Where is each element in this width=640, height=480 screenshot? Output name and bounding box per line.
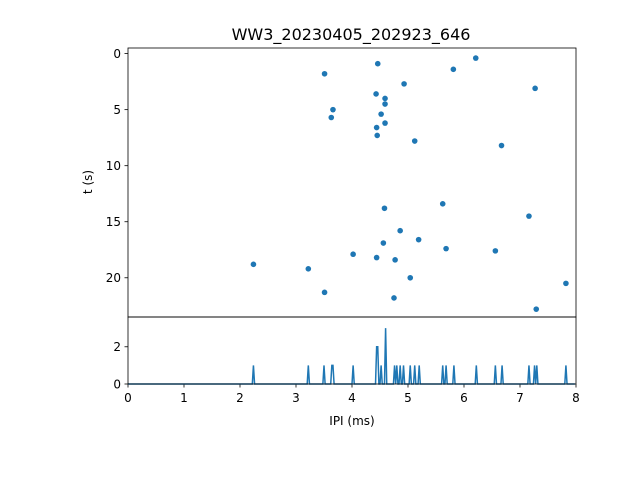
histogram-ticks: 0 1 2 3 4 5 6 7 8 0 2 xyxy=(113,340,579,405)
data-point xyxy=(382,95,388,102)
data-point xyxy=(378,111,384,117)
data-point xyxy=(391,295,397,301)
scatter-points xyxy=(250,55,569,312)
data-point xyxy=(498,142,505,149)
data-point xyxy=(305,266,312,272)
data-point xyxy=(392,257,398,263)
data-point xyxy=(382,101,388,107)
y-tick-label: 10 xyxy=(106,159,121,173)
data-point xyxy=(532,85,538,92)
x-tick-label: 7 xyxy=(516,391,524,405)
data-point xyxy=(381,205,388,212)
histogram-axes: 0 1 2 3 4 5 6 7 8 0 2 IPI (ms) xyxy=(113,316,580,428)
scatter-y-ticks: 0 5 10 15 20 xyxy=(106,47,128,285)
x-tick-label: 6 xyxy=(460,391,468,405)
x-tick-label: 0 xyxy=(124,391,132,405)
data-point xyxy=(401,81,407,87)
data-point xyxy=(380,240,387,246)
data-point xyxy=(321,70,328,77)
y-tick-label: 20 xyxy=(106,271,121,285)
data-point xyxy=(350,251,356,258)
data-point xyxy=(373,91,379,97)
data-point xyxy=(330,106,336,113)
data-point xyxy=(397,227,403,234)
chart-title: WW3_20230405_202923_646 xyxy=(232,25,471,45)
x-tick-label: 4 xyxy=(348,391,356,405)
x-tick-label: 2 xyxy=(236,391,244,405)
data-point xyxy=(373,124,380,131)
data-point xyxy=(407,274,414,281)
data-point xyxy=(321,289,328,296)
x-tick-label: 3 xyxy=(292,391,300,405)
data-point xyxy=(328,114,335,121)
data-point xyxy=(526,213,532,219)
data-point xyxy=(373,254,380,261)
data-point xyxy=(415,236,422,243)
x-tick-label: 5 xyxy=(404,391,412,405)
y-tick-label: 0 xyxy=(113,47,121,61)
y-tick-label: 15 xyxy=(106,215,121,229)
y-tick-label: 5 xyxy=(113,103,121,117)
x-axis-label: IPI (ms) xyxy=(329,414,374,428)
data-point xyxy=(563,280,569,287)
hist-y-tick-label: 0 xyxy=(113,377,121,391)
data-point xyxy=(492,248,499,254)
data-point xyxy=(472,55,479,61)
data-point xyxy=(374,60,381,67)
x-tick-label: 8 xyxy=(572,391,580,405)
data-point xyxy=(533,306,540,312)
data-point xyxy=(450,66,457,73)
data-point xyxy=(411,138,418,144)
x-tick-label: 1 xyxy=(180,391,188,405)
data-point xyxy=(374,132,381,139)
data-point xyxy=(382,120,388,126)
hist-y-tick-label: 2 xyxy=(113,340,121,354)
y-axis-label: t (s) xyxy=(81,170,95,194)
data-point xyxy=(250,261,257,268)
data-point xyxy=(443,245,449,252)
data-point xyxy=(439,200,446,207)
histogram-axes-frame xyxy=(127,316,577,385)
